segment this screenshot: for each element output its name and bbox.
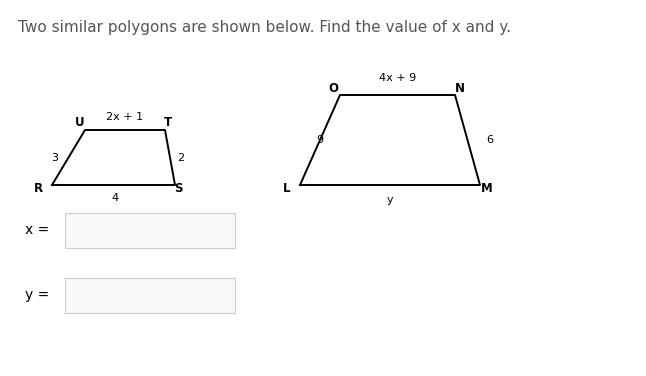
Text: L: L: [283, 182, 291, 194]
Text: 2x + 1: 2x + 1: [107, 112, 143, 122]
Text: U: U: [75, 115, 85, 129]
Text: 4: 4: [112, 193, 119, 203]
Text: 6: 6: [486, 135, 494, 145]
Text: N: N: [455, 82, 465, 94]
Text: O: O: [328, 82, 338, 94]
Text: T: T: [164, 115, 172, 129]
Text: 4x + 9: 4x + 9: [379, 73, 417, 83]
FancyBboxPatch shape: [65, 278, 235, 313]
Text: y =: y =: [25, 288, 49, 302]
Text: 3: 3: [52, 153, 59, 163]
Text: x =: x =: [25, 223, 49, 237]
Text: R: R: [34, 182, 43, 194]
Text: 2: 2: [178, 153, 185, 163]
Text: 9: 9: [317, 135, 324, 145]
Text: Two similar polygons are shown below. Find the value of x and y.: Two similar polygons are shown below. Fi…: [18, 20, 511, 35]
Text: M: M: [481, 182, 493, 194]
Text: y: y: [387, 195, 393, 205]
FancyBboxPatch shape: [65, 213, 235, 248]
Text: S: S: [174, 182, 182, 194]
